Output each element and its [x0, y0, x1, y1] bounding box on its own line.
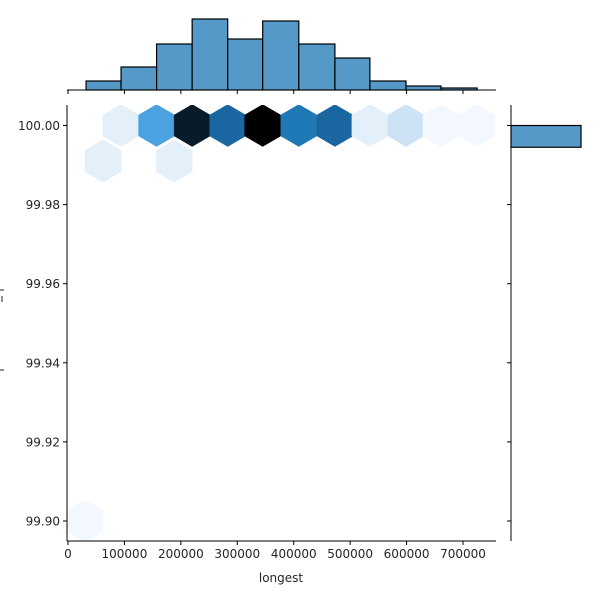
y-tick-label: 99.98	[26, 198, 60, 212]
hexbin-cell	[84, 139, 122, 183]
hexbin-cell	[138, 105, 175, 147]
top-histogram-bar	[369, 80, 407, 91]
top-histogram-bar	[334, 57, 371, 91]
hexbin-cell	[102, 105, 140, 147]
top-histogram-bar	[155, 43, 193, 91]
x-tick-label: 0	[64, 547, 72, 561]
y-tick-label: 99.94	[26, 356, 60, 370]
x-tick-label: 600000	[384, 547, 430, 561]
hexbin-plot-area	[67, 105, 496, 541]
top-marginal-axis	[67, 89, 496, 94]
x-tick-label: 300000	[214, 547, 260, 561]
top-histogram-bar	[298, 43, 336, 91]
x-axis-label: longest	[259, 571, 304, 585]
y-tick-label: 99.90	[26, 515, 60, 529]
y-tick-label: 99.92	[26, 435, 60, 449]
x-tick-label: 100000	[102, 547, 148, 561]
hexbin-cell	[67, 499, 104, 541]
top-histogram-bar	[191, 18, 229, 91]
hexbin-cell	[209, 105, 246, 147]
hexbin-cell	[422, 105, 460, 147]
top-histogram-bar	[405, 85, 442, 91]
hexbin-cell	[316, 105, 354, 147]
y-tick-label: 99.96	[26, 277, 60, 291]
hexbin-cell	[173, 105, 211, 147]
top-histogram-bar	[120, 66, 158, 91]
hexbin-cell	[280, 105, 318, 147]
x-tick-label: 400000	[271, 547, 317, 561]
right-histogram-bar	[510, 124, 582, 148]
x-tick-label: 500000	[327, 547, 373, 561]
hexbin-cell	[351, 105, 389, 147]
x-tick-label: 200000	[158, 547, 204, 561]
top-histogram-bar	[227, 38, 264, 91]
hexbin-cell	[458, 105, 496, 147]
x-tick-label: 700000	[440, 547, 486, 561]
hexbin-cell	[155, 139, 193, 183]
top-marginal-histogram	[85, 18, 478, 91]
main-axes: 0 100000 200000 300000 400000 500000 600000 700…	[18, 105, 496, 561]
right-marginal-axis	[507, 105, 512, 541]
top-histogram-bar	[85, 80, 122, 91]
top-histogram-bar	[262, 20, 300, 91]
hexbin-cell	[387, 105, 425, 147]
y-tick-label: 100.00	[18, 119, 60, 133]
hexbin-cell	[244, 105, 281, 147]
y-axis-label-clipped	[0, 289, 4, 371]
right-marginal-histogram	[510, 124, 582, 148]
